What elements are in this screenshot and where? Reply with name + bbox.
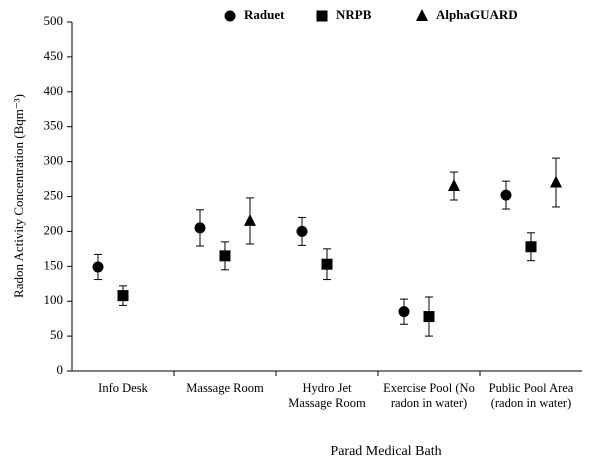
y-tick-label: 150 xyxy=(44,257,64,272)
data-point xyxy=(500,189,512,201)
legend-marker xyxy=(316,10,328,22)
data-point xyxy=(398,306,410,318)
data-point xyxy=(92,261,104,273)
y-tick-label: 300 xyxy=(44,153,64,168)
y-tick-label: 400 xyxy=(44,83,64,98)
data-point xyxy=(244,213,256,226)
x-tick-label: Hydro Jet Massage Room xyxy=(288,381,366,410)
x-axis-label: Parad Medical Bath xyxy=(330,444,441,459)
x-tick-label: Public Pool Area (radon in water) xyxy=(488,381,574,410)
y-tick-label: 250 xyxy=(44,187,64,202)
data-point xyxy=(219,250,231,262)
legend-label: NRPB xyxy=(336,7,372,22)
legend-marker xyxy=(416,9,428,21)
y-tick-label: 200 xyxy=(44,222,64,237)
data-point xyxy=(525,241,537,253)
x-tick-label: Exercise Pool (No radon in water) xyxy=(383,381,475,410)
y-tick-label: 100 xyxy=(44,292,64,307)
data-point xyxy=(321,258,333,270)
y-tick-label: 500 xyxy=(44,13,64,28)
data-point xyxy=(550,175,562,188)
legend-marker xyxy=(224,10,236,22)
y-tick-label: 50 xyxy=(50,327,63,342)
y-tick-label: 450 xyxy=(44,48,64,63)
legend-label: Raduet xyxy=(244,7,285,22)
x-tick-label: Info Desk xyxy=(98,381,148,395)
data-point xyxy=(194,222,206,234)
data-point xyxy=(117,290,129,302)
data-point xyxy=(448,179,460,192)
y-tick-label: 0 xyxy=(57,362,64,377)
y-axis-label: Radon Activity Concentration (Bqm⁻³) xyxy=(11,94,26,298)
y-tick-label: 350 xyxy=(44,118,64,133)
legend-label: AlphaGUARD xyxy=(436,7,518,22)
x-tick-label: Massage Room xyxy=(186,381,264,395)
data-point xyxy=(296,225,308,237)
data-point xyxy=(423,311,435,323)
